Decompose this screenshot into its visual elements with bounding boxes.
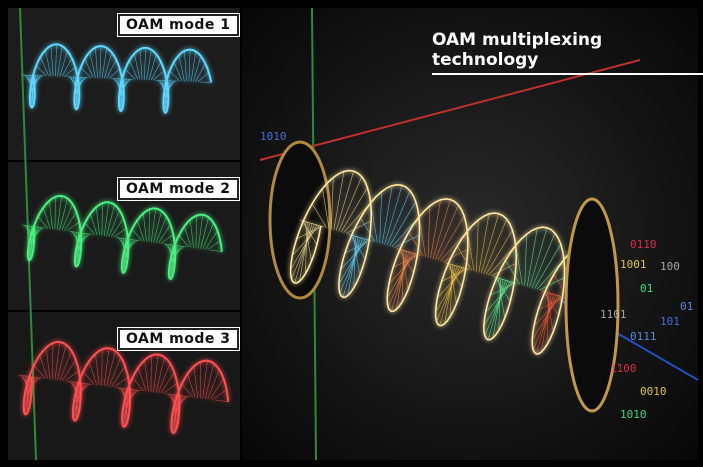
binary-text: 0010	[640, 385, 667, 398]
mode-label: OAM mode 1	[118, 14, 239, 36]
mode-label: OAM mode 3	[118, 328, 239, 350]
disc	[566, 199, 618, 411]
title: OAM multiplexing technology	[432, 30, 703, 75]
binary-text: 1010	[260, 130, 287, 143]
illustration: 1010 0110 1001 01 11010111101 11000010 1010 100…	[0, 0, 703, 467]
binary-text: 1001	[620, 258, 647, 271]
binary-text: 0110	[630, 238, 657, 251]
binary-text: 01	[680, 300, 693, 313]
mode-label: OAM mode 2	[118, 178, 239, 200]
binary-text: 01	[640, 282, 653, 295]
binary-text: 101	[660, 315, 680, 328]
binary-text: 0111	[630, 330, 657, 343]
binary-text: 100	[660, 260, 680, 273]
binary-text: 1010	[620, 408, 647, 421]
binary-text: 1101	[600, 308, 627, 321]
binary-text: 1100	[610, 362, 637, 375]
